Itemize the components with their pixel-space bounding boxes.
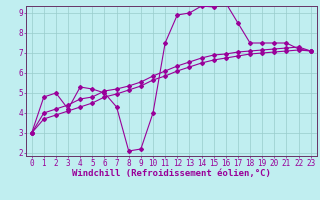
X-axis label: Windchill (Refroidissement éolien,°C): Windchill (Refroidissement éolien,°C) <box>72 169 271 178</box>
